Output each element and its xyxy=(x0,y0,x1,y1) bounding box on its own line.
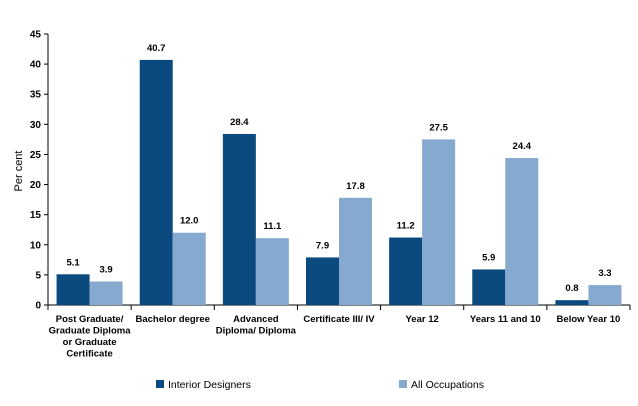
y-tick-label: 20 xyxy=(30,180,42,191)
legend: Interior Designers All Occupations xyxy=(156,379,484,391)
legend-swatch-interior-designers xyxy=(156,380,164,388)
bar-all-occupations xyxy=(505,158,539,305)
category-label: Bachelor degree xyxy=(135,314,209,325)
category-label: Below Year 10 xyxy=(557,314,621,325)
bar-interior-designers xyxy=(389,237,423,305)
data-label: 40.7 xyxy=(147,43,166,54)
category-label: Certificate III/ IV xyxy=(303,314,375,325)
bar-interior-designers xyxy=(139,59,173,306)
category-label: Years 11 and 10 xyxy=(470,314,541,325)
y-tick-label: 5 xyxy=(35,270,41,281)
data-label: 24.4 xyxy=(513,141,532,152)
data-label: 3.9 xyxy=(99,265,112,276)
data-label: 28.4 xyxy=(230,117,249,128)
y-tick-label: 15 xyxy=(30,210,42,221)
legend-label-all-occupations: All Occupations xyxy=(411,379,484,391)
bar-interior-designers xyxy=(56,274,90,305)
bar-interior-designers xyxy=(222,133,256,305)
bar-all-occupations xyxy=(339,197,372,305)
bar-interior-designers xyxy=(555,300,589,305)
y-tick-label: 25 xyxy=(30,150,42,161)
y-axis-title: Per cent xyxy=(13,151,25,192)
category-labels: Post Graduate/Graduate Diploma or Graduat… xyxy=(49,314,621,360)
category-label: Year 12 xyxy=(405,314,438,325)
data-label: 3.3 xyxy=(598,268,611,279)
data-label: 5.9 xyxy=(482,252,495,263)
data-label: 17.8 xyxy=(346,181,365,192)
data-labels: 5.1 40.7 28.4 7.9 11.2 5.9 0.8 3.9 12.0 11.1 17.8 2… xyxy=(66,43,611,294)
data-label: 12.0 xyxy=(180,216,199,227)
legend-label-interior-designers: Interior Designers xyxy=(168,379,251,391)
category-label: Advanced Diploma/ Diploma xyxy=(216,314,297,337)
bar-all-occupations xyxy=(89,281,123,305)
bar-all-occupations xyxy=(255,238,289,305)
y-tick-label: 30 xyxy=(30,120,42,131)
data-label: 5.1 xyxy=(66,257,80,268)
y-tick-label: 35 xyxy=(30,90,42,101)
y-tick-label: 40 xyxy=(30,60,42,71)
y-tick-label: 10 xyxy=(30,240,42,251)
bar-all-occupations xyxy=(422,139,456,305)
data-label: 7.9 xyxy=(316,240,329,251)
bars xyxy=(56,59,622,306)
data-label: 27.5 xyxy=(429,122,448,133)
bar-interior-designers xyxy=(472,269,506,305)
y-tick-label: 0 xyxy=(35,301,41,312)
y-tick-label: 45 xyxy=(30,30,42,41)
data-label: 11.2 xyxy=(397,221,415,232)
data-label: 0.8 xyxy=(565,283,578,294)
bar-all-occupations xyxy=(588,285,622,305)
category-label: Post Graduate/Graduate Diploma or Graduat… xyxy=(49,314,132,360)
data-label: 11.1 xyxy=(263,221,282,232)
bar-interior-designers xyxy=(306,257,339,305)
bar-all-occupations xyxy=(172,232,206,305)
legend-swatch-all-occupations xyxy=(399,380,407,388)
y-axis-title-group: Per cent xyxy=(13,151,25,192)
